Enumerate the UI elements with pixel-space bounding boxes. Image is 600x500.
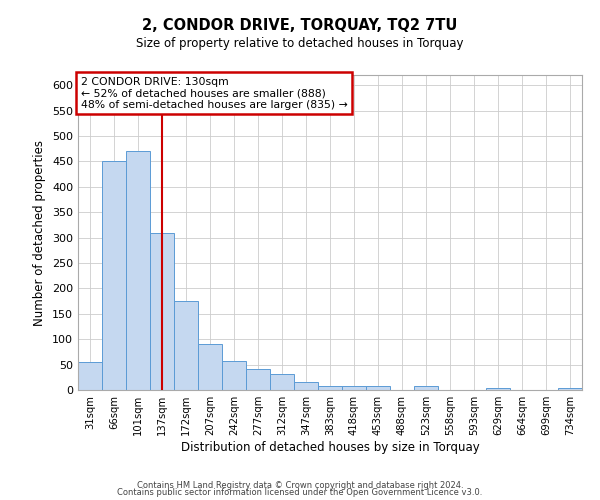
Bar bbox=[223, 360, 245, 390]
Bar bbox=[295, 382, 317, 390]
Bar bbox=[127, 151, 149, 390]
Text: Contains HM Land Registry data © Crown copyright and database right 2024.: Contains HM Land Registry data © Crown c… bbox=[137, 480, 463, 490]
Bar bbox=[319, 386, 341, 390]
Bar bbox=[151, 232, 173, 390]
Bar bbox=[487, 388, 509, 390]
Bar bbox=[559, 388, 581, 390]
Text: Contains public sector information licensed under the Open Government Licence v3: Contains public sector information licen… bbox=[118, 488, 482, 497]
Text: 2, CONDOR DRIVE, TORQUAY, TQ2 7TU: 2, CONDOR DRIVE, TORQUAY, TQ2 7TU bbox=[142, 18, 458, 32]
Text: Size of property relative to detached houses in Torquay: Size of property relative to detached ho… bbox=[136, 38, 464, 51]
Y-axis label: Number of detached properties: Number of detached properties bbox=[34, 140, 46, 326]
Bar bbox=[367, 386, 389, 390]
Bar bbox=[271, 374, 293, 390]
Text: 2 CONDOR DRIVE: 130sqm
← 52% of detached houses are smaller (888)
48% of semi-de: 2 CONDOR DRIVE: 130sqm ← 52% of detached… bbox=[80, 76, 347, 110]
Bar bbox=[415, 386, 437, 390]
Bar bbox=[175, 301, 197, 390]
X-axis label: Distribution of detached houses by size in Torquay: Distribution of detached houses by size … bbox=[181, 441, 479, 454]
Bar bbox=[247, 368, 269, 390]
Bar bbox=[199, 344, 221, 390]
Bar bbox=[79, 362, 101, 390]
Bar bbox=[343, 386, 365, 390]
Bar bbox=[103, 162, 125, 390]
